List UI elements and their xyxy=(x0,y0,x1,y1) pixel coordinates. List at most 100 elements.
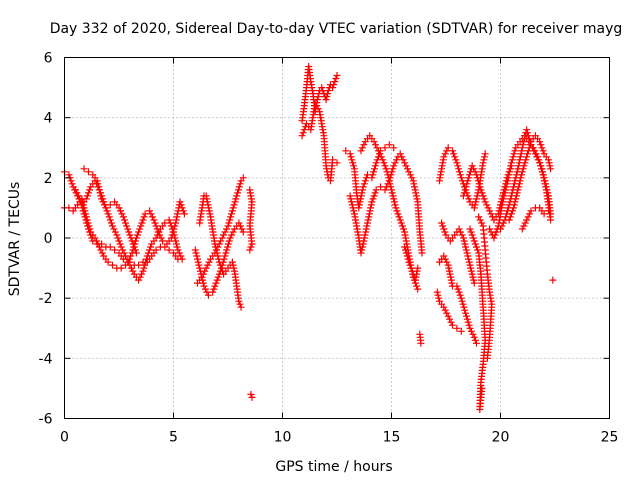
data-point-marker xyxy=(203,198,211,206)
data-point-marker xyxy=(85,189,92,197)
data-point-marker xyxy=(474,246,482,254)
data-point-marker xyxy=(462,183,470,191)
data-point-marker xyxy=(97,192,105,200)
data-point-marker xyxy=(77,198,85,206)
data-point-marker xyxy=(127,252,135,260)
data-point-marker xyxy=(392,204,400,212)
data-point-marker xyxy=(238,225,246,233)
data-point-marker xyxy=(459,300,467,308)
data-point-marker xyxy=(472,198,480,206)
data-point-marker xyxy=(524,129,531,137)
data-point-marker xyxy=(413,282,421,290)
data-point-marker xyxy=(473,195,480,203)
data-point-marker xyxy=(193,252,201,260)
data-point-marker xyxy=(211,240,219,248)
data-point-marker xyxy=(216,267,224,275)
data-point-marker xyxy=(536,138,544,146)
data-point-marker xyxy=(459,192,467,200)
data-point-marker xyxy=(523,216,531,224)
data-point-marker xyxy=(456,168,463,176)
data-point-marker xyxy=(513,192,520,200)
y-tick-label: -6 xyxy=(39,412,53,428)
data-point-marker xyxy=(148,213,156,221)
data-point-marker xyxy=(220,255,228,263)
data-point-marker xyxy=(151,219,159,227)
data-point-marker xyxy=(371,165,378,173)
data-point-marker xyxy=(213,249,221,257)
data-point-marker xyxy=(524,147,532,155)
x-tick-label: 15 xyxy=(383,430,401,446)
data-point-marker xyxy=(224,222,232,230)
data-point-marker xyxy=(470,237,478,245)
data-point-marker xyxy=(211,282,219,290)
data-point-marker xyxy=(515,180,523,188)
data-point-marker xyxy=(313,102,321,110)
data-point-marker xyxy=(481,153,488,161)
data-point-marker xyxy=(479,192,487,200)
data-point-marker xyxy=(357,147,365,155)
data-point-marker xyxy=(397,219,405,227)
data-point-marker xyxy=(109,261,116,269)
data-point-marker xyxy=(542,180,550,188)
data-point-marker xyxy=(322,96,330,104)
data-point-marker xyxy=(197,270,205,278)
data-point-marker xyxy=(174,255,182,263)
data-point-marker xyxy=(537,141,545,149)
data-point-marker xyxy=(170,225,178,233)
data-point-marker xyxy=(227,213,235,221)
data-point-marker xyxy=(232,195,240,203)
data-point-marker xyxy=(519,165,527,173)
data-point-marker xyxy=(323,93,331,101)
data-point-marker xyxy=(213,276,221,284)
data-point-marker xyxy=(349,204,357,212)
data-point-marker xyxy=(298,132,306,140)
data-point-marker xyxy=(369,171,377,179)
data-point-marker xyxy=(463,180,471,188)
data-point-marker xyxy=(124,258,132,266)
data-point-marker xyxy=(192,249,200,257)
data-point-marker xyxy=(541,177,549,185)
data-point-marker xyxy=(469,330,477,338)
data-point-marker xyxy=(393,156,401,164)
data-point-marker xyxy=(396,150,404,158)
data-point-marker xyxy=(468,231,476,239)
data-point-marker xyxy=(386,180,394,188)
data-point-marker xyxy=(441,228,449,236)
data-point-marker xyxy=(399,156,407,164)
data-point-marker xyxy=(214,273,222,281)
data-point-marker xyxy=(545,207,552,215)
data-point-marker xyxy=(221,228,229,236)
data-point-marker xyxy=(391,201,399,209)
data-point-marker xyxy=(168,231,176,239)
data-point-marker xyxy=(458,297,466,305)
data-point-marker xyxy=(388,189,396,197)
data-point-marker xyxy=(333,159,341,167)
data-point-marker xyxy=(358,243,366,251)
data-point-marker xyxy=(452,156,460,164)
data-point-marker xyxy=(78,204,86,212)
chart-title: Day 332 of 2020, Sidereal Day-to-day VTE… xyxy=(50,21,623,37)
data-point-marker xyxy=(357,249,365,257)
data-point-marker xyxy=(539,171,547,179)
data-point-marker xyxy=(381,144,389,152)
data-point-marker xyxy=(85,168,92,176)
data-point-marker xyxy=(461,306,469,314)
data-point-marker xyxy=(518,225,526,233)
data-point-marker xyxy=(235,186,242,194)
data-point-marker xyxy=(106,243,114,251)
data-point-marker xyxy=(514,186,522,194)
data-point-marker xyxy=(385,174,393,182)
data-point-marker xyxy=(371,189,379,197)
data-point-marker xyxy=(447,318,455,326)
data-point-marker xyxy=(470,165,478,173)
data-point-marker xyxy=(81,213,89,221)
data-point-marker xyxy=(474,177,482,185)
data-point-marker xyxy=(512,195,520,203)
data-point-marker xyxy=(451,153,459,161)
data-point-marker xyxy=(368,198,376,206)
data-point-marker xyxy=(471,201,479,209)
data-point-marker xyxy=(331,78,339,86)
data-point-marker xyxy=(460,237,468,245)
data-point-marker xyxy=(440,252,448,260)
data-point-marker xyxy=(96,189,104,197)
